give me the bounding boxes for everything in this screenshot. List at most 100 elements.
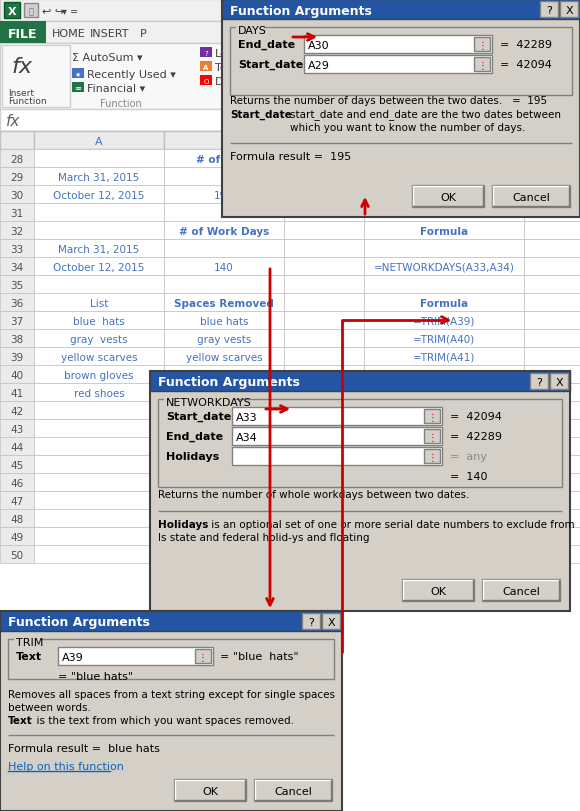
Text: Returns the number of whole workdays between two dates.: Returns the number of whole workdays bet…	[158, 489, 469, 500]
Text: =DAYS(A30,A29): =DAYS(A30,A29)	[400, 191, 488, 201]
Text: red shoes: red shoes	[198, 388, 249, 398]
Text: =  any: = any	[450, 452, 487, 461]
Text: between words.: between words.	[8, 702, 91, 712]
Bar	[164, 384, 284, 401]
Bar	[364, 150, 524, 168]
Bar	[302, 613, 320, 629]
Bar	[164, 240, 284, 258]
Bar	[158, 400, 562, 487]
Bar	[0, 294, 34, 311]
Text: which you want to know the number of days.: which you want to know the number of day…	[290, 122, 525, 133]
Text: X: X	[327, 617, 335, 627]
Bar	[0, 240, 34, 258]
Text: Function Arguments: Function Arguments	[8, 616, 150, 629]
Bar	[0, 474, 34, 491]
Text: Removes all spaces from a text string except for single spaces: Removes all spaces from a text string ex…	[8, 689, 335, 699]
Bar	[4, 3, 20, 19]
Text: start_date and end_date are the two dates between: start_date and end_date are the two date…	[290, 109, 561, 120]
Text: 45: 45	[10, 461, 24, 470]
Bar	[0, 384, 34, 401]
Bar	[284, 419, 364, 437]
Bar	[284, 258, 364, 276]
Bar	[284, 186, 364, 204]
Bar	[402, 579, 474, 601]
Bar	[364, 419, 524, 437]
Text: brown gloves: brown gloves	[189, 371, 259, 380]
Bar	[0, 22, 580, 44]
Text: = "blue  hats": = "blue hats"	[220, 651, 299, 661]
Bar	[0, 132, 34, 150]
Bar	[524, 419, 580, 437]
Text: Help on this function: Help on this function	[8, 761, 124, 771]
Bar	[8, 639, 334, 679]
Bar	[524, 509, 580, 527]
Text: gray vests: gray vests	[197, 335, 251, 345]
Bar	[304, 56, 492, 74]
Bar	[284, 168, 364, 186]
Text: ?: ?	[546, 6, 552, 16]
Bar	[34, 366, 164, 384]
Bar	[284, 401, 364, 419]
Text: ?: ?	[308, 617, 314, 627]
Bar	[524, 258, 580, 276]
Text: 140: 140	[214, 263, 234, 272]
Bar	[164, 348, 284, 366]
Bar	[72, 69, 84, 79]
Bar	[200, 48, 212, 58]
Text: Logi: Logi	[215, 49, 238, 59]
Bar	[364, 294, 524, 311]
Bar	[0, 44, 580, 109]
Text: 40: 40	[10, 371, 24, 380]
Bar	[164, 168, 284, 186]
Bar	[34, 401, 164, 419]
Bar	[524, 384, 580, 401]
Bar	[0, 509, 34, 527]
Text: Σ AutoSum ▾: Σ AutoSum ▾	[72, 53, 143, 63]
Text: OK: OK	[430, 586, 446, 596]
Bar	[284, 204, 364, 221]
Text: A39: A39	[62, 652, 84, 663]
Text: B: B	[220, 137, 228, 147]
Text: # of Work Days: # of Work Days	[179, 227, 269, 237]
Bar	[0, 150, 34, 168]
Text: A: A	[204, 65, 209, 71]
Bar	[550, 374, 568, 389]
Bar	[524, 545, 580, 564]
Bar	[524, 401, 580, 419]
Bar	[524, 240, 580, 258]
Bar	[34, 150, 164, 168]
Bar	[322, 613, 340, 629]
Bar	[34, 276, 164, 294]
Bar	[524, 456, 580, 474]
Bar	[164, 474, 284, 491]
Bar	[524, 348, 580, 366]
Bar	[364, 186, 524, 204]
Bar	[364, 240, 524, 258]
Text: 29: 29	[10, 173, 24, 182]
Text: P: P	[140, 29, 147, 39]
Text: gray  vests: gray vests	[70, 335, 128, 345]
Text: is an optional set of one or more serial date numbers to exclude from: is an optional set of one or more serial…	[208, 519, 575, 530]
Text: Function: Function	[8, 97, 46, 106]
Bar	[284, 437, 364, 456]
Text: Cancel: Cancel	[512, 193, 550, 203]
Bar	[222, 0, 580, 217]
Bar	[164, 329, 284, 348]
Text: ⋮: ⋮	[427, 432, 437, 443]
Bar	[34, 258, 164, 276]
Text: = "blue hats": = "blue hats"	[58, 672, 133, 681]
Bar	[164, 221, 284, 240]
Text: X: X	[565, 6, 573, 16]
Text: List: List	[90, 298, 108, 309]
Bar	[524, 294, 580, 311]
Bar	[34, 348, 164, 366]
Bar	[0, 258, 34, 276]
Bar	[0, 109, 580, 132]
Text: 42: 42	[10, 406, 24, 417]
Bar	[364, 168, 524, 186]
Text: Cancel: Cancel	[274, 786, 312, 796]
Text: X: X	[8, 7, 16, 17]
Bar	[412, 186, 484, 208]
Bar	[364, 509, 524, 527]
Text: Start_date: Start_date	[238, 60, 303, 70]
